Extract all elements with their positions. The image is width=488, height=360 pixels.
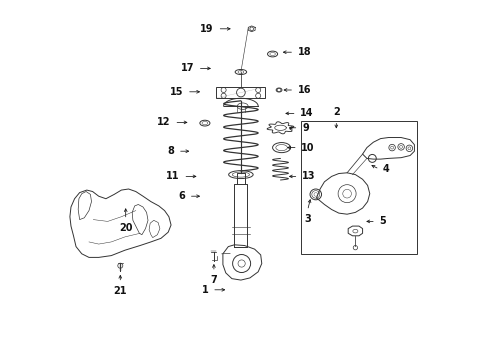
Text: 6: 6 — [178, 191, 185, 201]
Text: 18: 18 — [297, 47, 311, 57]
Text: 9: 9 — [302, 123, 308, 133]
Text: 7: 7 — [210, 275, 217, 285]
Text: 12: 12 — [157, 117, 170, 127]
Text: 15: 15 — [169, 87, 183, 97]
Text: 19: 19 — [200, 24, 213, 34]
Text: 14: 14 — [300, 108, 313, 118]
Bar — [301, 121, 416, 254]
Text: 1: 1 — [202, 285, 208, 295]
Text: 11: 11 — [166, 171, 179, 181]
Text: 8: 8 — [167, 146, 174, 156]
Text: 21: 21 — [113, 286, 127, 296]
Text: 16: 16 — [297, 85, 311, 95]
Bar — [216, 87, 265, 98]
Text: 20: 20 — [119, 223, 132, 233]
Text: 4: 4 — [382, 164, 389, 174]
Text: 10: 10 — [301, 143, 314, 153]
Text: 5: 5 — [379, 216, 386, 226]
Text: 2: 2 — [332, 107, 339, 117]
Text: 13: 13 — [302, 171, 315, 181]
Text: 17: 17 — [180, 63, 194, 73]
Text: 3: 3 — [304, 214, 310, 224]
